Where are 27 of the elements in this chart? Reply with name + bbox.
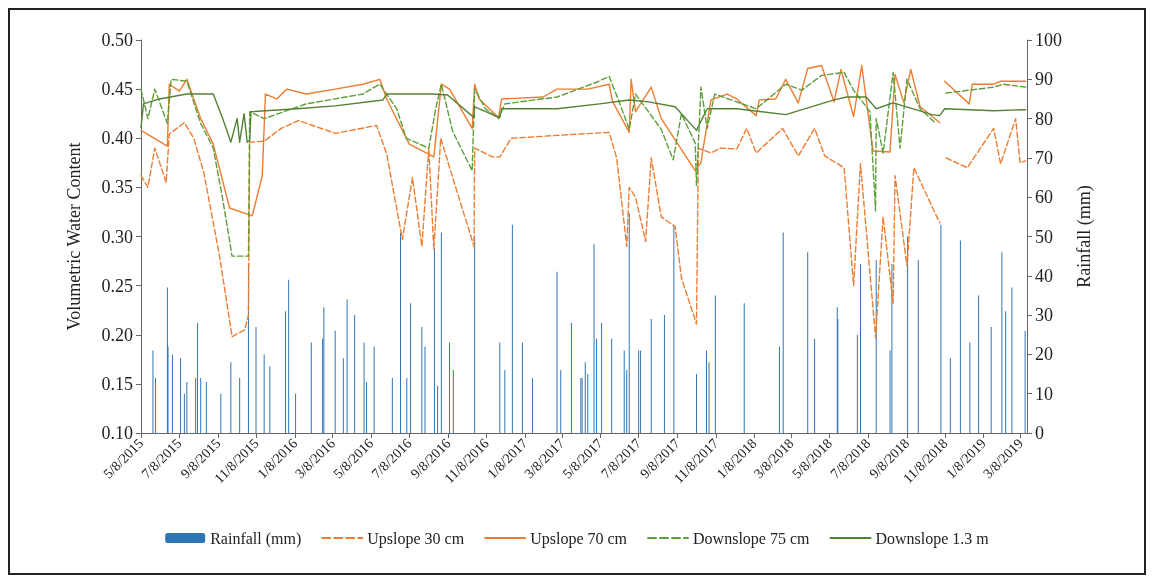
y2-tick-label: 50: [1035, 226, 1053, 247]
y-tick-label: 0.40: [101, 128, 133, 149]
y2-tick-label: 90: [1035, 69, 1053, 90]
y-axis-title: Volumetric Water Content: [64, 142, 84, 331]
y2-tick-label: 70: [1035, 147, 1053, 168]
y2-tick-label: 40: [1035, 265, 1053, 286]
y2-axis-title: Rainfall (mm): [1074, 185, 1095, 288]
y2-tick-label: 30: [1035, 305, 1053, 326]
legend-label: Downslope 75 cm: [693, 529, 811, 548]
y2-tick-label: 60: [1035, 187, 1053, 208]
legend-label: Rainfall (mm): [210, 529, 302, 548]
legend-label: Downslope 1.3 m: [875, 529, 990, 548]
y-tick-label: 0.45: [101, 79, 133, 100]
y2-tick-label: 80: [1035, 108, 1053, 129]
y-tick-label: 0.15: [101, 373, 133, 394]
y-tick-label: 0.50: [101, 30, 133, 50]
y-tick-label: 0.25: [101, 275, 133, 296]
y2-tick-label: 10: [1035, 383, 1053, 404]
y2-tick-label: 20: [1035, 344, 1053, 365]
y-tick-label: 0.10: [101, 423, 133, 443]
legend-label: Upslope 30 cm: [367, 529, 465, 548]
y-tick-label: 0.20: [101, 324, 133, 345]
y-tick-label: 0.35: [101, 177, 133, 198]
y2-tick-label: 100: [1035, 30, 1062, 50]
y-tick-label: 0.30: [101, 226, 133, 247]
y2-tick-label: 0: [1035, 423, 1044, 443]
legend-label: Upslope 70 cm: [530, 529, 628, 548]
